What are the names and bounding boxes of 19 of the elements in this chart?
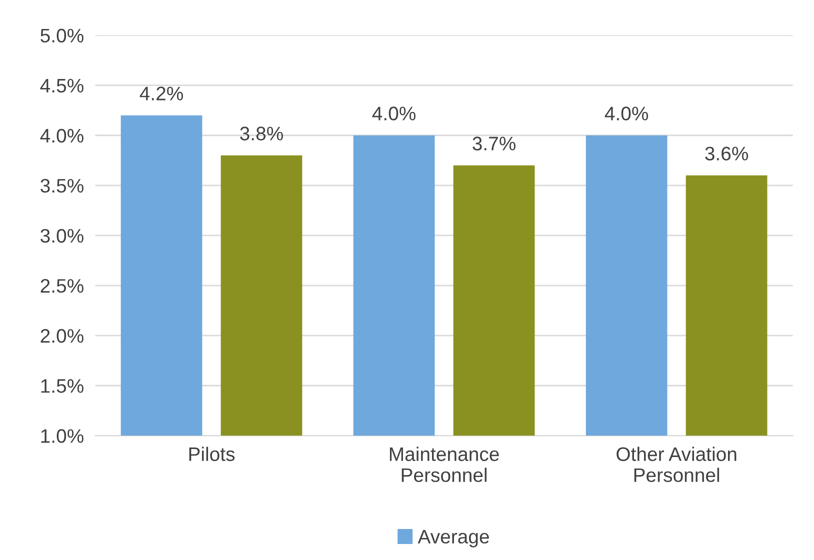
y-tick-label: 3.0% <box>40 228 84 243</box>
data-label: 4.0% <box>372 106 416 120</box>
y-tick-label: 3.5% <box>40 178 84 193</box>
data-label: 3.7% <box>472 136 516 150</box>
x-tick-label: Pilots <box>189 446 235 462</box>
y-tick-label: 5.0% <box>40 28 84 43</box>
y-tick-label: 1.5% <box>41 379 84 393</box>
y-tick-label: 2.5% <box>40 279 84 293</box>
data-label: 3.6% <box>705 146 748 160</box>
y-tick-label: 4.0% <box>40 128 84 143</box>
data-label: 4.0% <box>604 106 648 120</box>
x-tick-label: Other Aviation Personnel <box>616 446 736 482</box>
data-label: 3.8% <box>240 126 283 140</box>
y-tick-label: 1.0% <box>41 429 84 443</box>
data-label: 4.2% <box>140 86 183 100</box>
y-tick-label: 4.5% <box>40 78 84 93</box>
legend-label: Average <box>418 530 489 548</box>
y-tick-label: 2.0% <box>40 329 84 343</box>
x-tick-label: Maintenance Personnel <box>390 446 499 482</box>
